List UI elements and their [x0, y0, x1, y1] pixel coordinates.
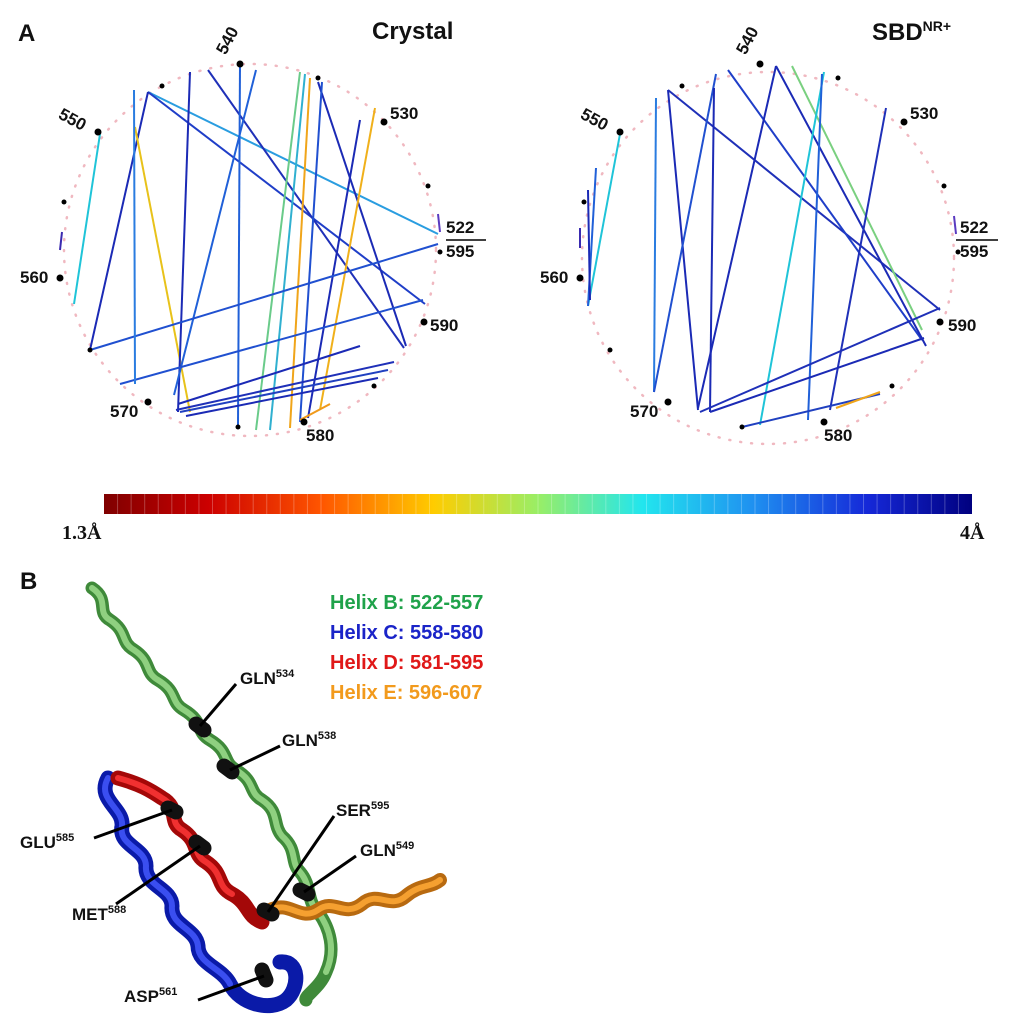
contact-line — [699, 307, 941, 413]
contact-line — [829, 107, 887, 411]
contact-line — [791, 65, 923, 331]
legend-helix-b: Helix B: 522-557 — [330, 592, 484, 614]
contact-line — [237, 63, 241, 426]
contact-line — [727, 69, 923, 341]
contact-line — [667, 89, 699, 411]
contact-line — [299, 403, 331, 421]
contact-line — [709, 87, 715, 413]
right-tick-522: 522 — [960, 218, 989, 237]
left-residue-ring — [62, 62, 438, 438]
contact-line — [147, 91, 439, 235]
left-tick-595: 595 — [446, 242, 475, 261]
colorbar-max-label: 4Å — [960, 522, 985, 544]
right-tick-570: 570 — [630, 402, 659, 421]
colorbar-min-label: 1.3Å — [62, 522, 102, 544]
label-gln538: GLN538 — [282, 730, 337, 750]
left-tick-590: 590 — [430, 316, 459, 335]
left-tick-522: 522 — [446, 218, 475, 237]
helix-d-highlight — [115, 775, 235, 897]
contact-line — [319, 107, 376, 411]
contact-line — [269, 73, 306, 431]
label-met588: MET588 — [72, 904, 127, 924]
contact-line — [807, 73, 823, 421]
contact-line — [437, 213, 441, 233]
contact-line — [89, 91, 149, 351]
crystal-title: Crystal — [372, 18, 454, 45]
contact-line — [697, 65, 777, 409]
helix-b-ribbon — [85, 581, 338, 1007]
contact-line — [653, 73, 717, 393]
legend-helix-d: Helix D: 581-595 — [330, 652, 484, 674]
helix-c-highlight — [102, 775, 233, 987]
label-asp561: ASP561 — [124, 986, 178, 1006]
contact-line — [177, 345, 361, 405]
contact-line — [835, 391, 881, 409]
gln534-marker — [188, 716, 212, 738]
contact-line — [73, 133, 101, 305]
left-contact-lines — [59, 63, 441, 431]
right-residue-ring — [580, 70, 956, 446]
panel-b-label: B — [20, 568, 38, 595]
contact-line — [667, 89, 941, 311]
contact-line — [134, 126, 191, 413]
asp561-marker — [254, 962, 274, 988]
contact-line — [173, 69, 257, 396]
left-tick-560: 560 — [20, 268, 49, 287]
label-glu585: GLU585 — [20, 832, 75, 852]
contact-line — [709, 337, 925, 413]
right-contact-lines — [579, 65, 957, 428]
helix-legend: Helix B: 522-557 Helix C: 558-580 Helix … — [330, 588, 483, 708]
contact-line — [133, 89, 136, 385]
right-tick-dots — [576, 60, 961, 430]
contact-line — [587, 133, 621, 307]
contact-line — [179, 369, 389, 413]
contact-line — [147, 91, 426, 305]
contact-line — [307, 119, 361, 419]
right-tick-590: 590 — [948, 316, 977, 335]
contact-line — [119, 299, 424, 385]
contact-line — [175, 361, 395, 411]
legend-helix-c: Helix C: 558-580 — [330, 622, 484, 644]
contact-line — [89, 243, 439, 351]
contact-line — [299, 81, 323, 423]
contact-line — [59, 231, 63, 251]
contact-line — [587, 189, 591, 301]
contact-line — [317, 81, 407, 347]
label-gln549: GLN549 — [360, 840, 415, 860]
colorbar — [104, 494, 972, 514]
label-ser595: SER595 — [336, 800, 390, 820]
met588-marker — [188, 834, 212, 856]
label-gln534: GLN534 — [240, 668, 295, 688]
contact-line — [177, 71, 191, 413]
contact-line — [775, 65, 927, 347]
helix-e-highlight — [267, 877, 443, 917]
contact-line — [185, 377, 379, 417]
colorbar-segments — [117, 494, 959, 514]
contact-line — [289, 77, 311, 429]
right-tick-595: 595 — [960, 242, 989, 261]
protein-ribbon-structure — [85, 581, 447, 1014]
legend-helix-e: Helix E: 596-607 — [330, 682, 483, 704]
left-tick-580: 580 — [306, 426, 335, 445]
right-tick-580: 580 — [824, 426, 853, 445]
contact-line — [255, 71, 301, 431]
left-tick-530: 530 — [390, 104, 419, 123]
sbd-title: SBDNR+ — [872, 18, 952, 46]
right-tick-560: 560 — [540, 268, 569, 287]
panel-a-label: A — [18, 20, 36, 47]
contact-line — [953, 215, 957, 235]
helix-b-highlight — [89, 585, 335, 975]
contact-line — [759, 71, 825, 426]
left-tick-dots — [56, 60, 443, 430]
residue-leader-lines — [93, 683, 357, 1002]
right-tick-530: 530 — [910, 104, 939, 123]
left-tick-570: 570 — [110, 402, 139, 421]
contact-line — [653, 97, 657, 393]
